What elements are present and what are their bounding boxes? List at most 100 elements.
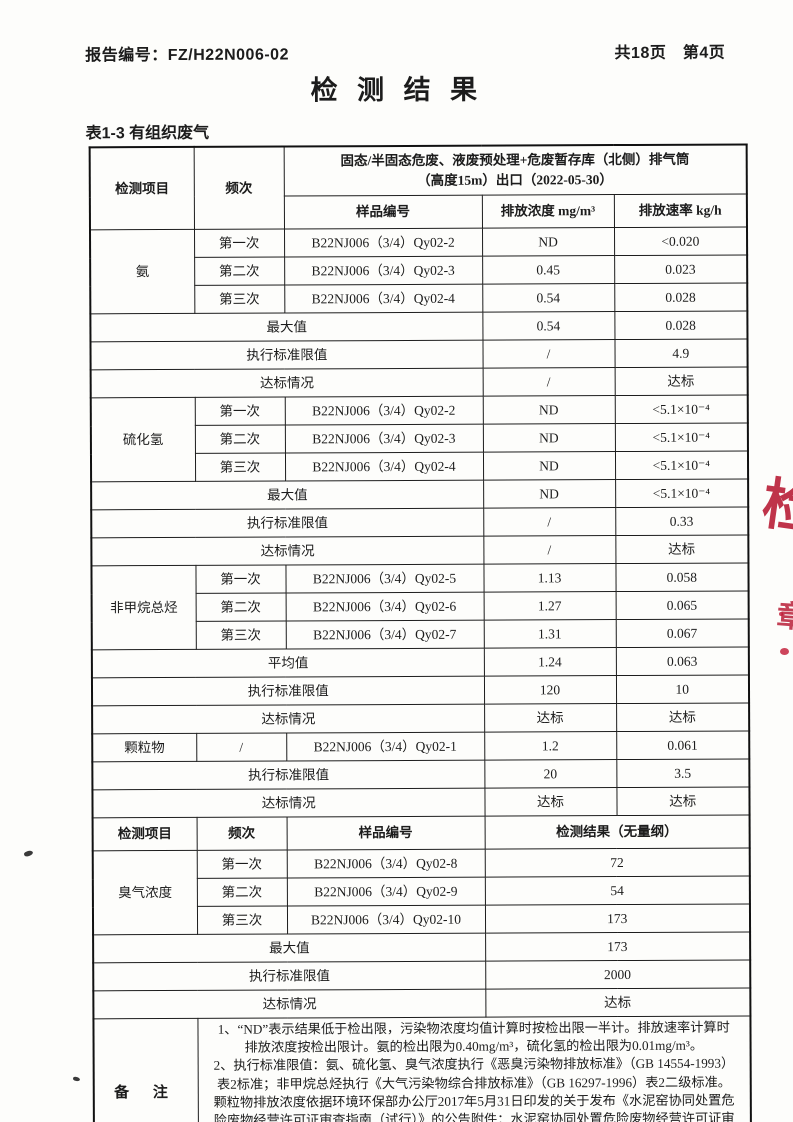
summary-row-status: 达标情况 达标 达标 [92, 786, 750, 818]
sample-cell: B22NJ006（3/4）Qy02-4 [284, 452, 484, 481]
freq-cell: 第一次 [193, 228, 285, 258]
summary-label: 达标情况 [92, 704, 485, 734]
item-name-pm: 颗粒物 [92, 733, 197, 762]
conc-cell: 达标 [484, 787, 617, 817]
outlet-title-line2: （高度15m）出口（2022-05-30） [417, 172, 613, 188]
remark-line: 表2标准；非甲烷总烃执行《大气污染物综合排放标准》（GB 16297-1996）… [216, 1074, 731, 1092]
conc-cell: 1.2 [484, 731, 617, 761]
page-indicator: 共18页 第4页 [614, 44, 726, 63]
summary-row-limit: 执行标准限值 / 0.33 [91, 506, 749, 538]
remark-line: 2、执行标准限值：氨、硫化氢、臭气浓度执行《恶臭污染物排放标准》（GB 1455… [213, 1055, 735, 1074]
conc-cell: 1.31 [483, 619, 616, 649]
rate-cell: 0.028 [614, 282, 748, 312]
document-header: 报告编号：FZ/H22N006-02 共18页 第4页 [85, 39, 725, 66]
col-header-item-2: 检测项目 [92, 817, 197, 851]
rate-cell: <5.1×10⁻⁴ [614, 394, 748, 424]
rate-cell: <0.020 [613, 226, 748, 256]
page-title: 检 测 结 果 [310, 74, 484, 106]
table-header-row-3: 检测项目 频次 样品编号 检测结果（无量纲） [92, 814, 750, 851]
table-row: 硫化氢 第一次 B22NJ006（3/4）Qy02-2 ND <5.1×10⁻⁴ [90, 394, 748, 482]
freq-cell: / [196, 732, 287, 762]
freq-cell: 第一次 [195, 564, 286, 594]
col-header-conc: 排放浓度 mg/m³ [481, 194, 614, 229]
col-header-rate: 排放速率 kg/h [613, 193, 747, 228]
sample-cell: B22NJ006（3/4）Qy02-3 [284, 256, 483, 285]
summary-label: 达标情况 [91, 536, 484, 566]
summary-row-status: 达标情况 / 达标 [91, 534, 749, 566]
red-stamp-fragment-icon: 检 [758, 473, 793, 543]
rate-cell: 0.061 [616, 730, 750, 760]
summary-label: 执行标准限值 [91, 676, 485, 706]
rate-cell: 4.9 [614, 338, 748, 368]
rate-cell: 0.058 [615, 562, 749, 592]
rate-cell: <5.1×10⁻⁴ [614, 422, 748, 452]
summary-label: 平均值 [91, 648, 484, 678]
item-name-ammonia: 氨 [89, 229, 195, 314]
outlet-title-line1: 固态/半固态危废、液废预处理+危废暂存库（北侧）排气筒 [340, 151, 690, 168]
table-row: 颗粒物 / B22NJ006（3/4）Qy02-1 1.2 0.061 [92, 730, 750, 762]
sample-cell: B22NJ006（3/4）Qy02-7 [285, 620, 484, 649]
rate-cell: 达标 [614, 366, 748, 396]
summary-row-limit: 执行标准限值 20 3.5 [92, 758, 750, 790]
sample-cell: B22NJ006（3/4）Qy02-5 [285, 564, 484, 593]
remarks-label: 备 注 [93, 1018, 199, 1122]
item-name-nmhc: 非甲烷总烃 [91, 565, 196, 650]
col-header-result: 检测结果（无量纲） [484, 814, 750, 850]
conc-cell: ND [481, 227, 615, 257]
freq-cell: 第三次 [195, 620, 286, 650]
summary-row-limit: 执行标准限值 2000 [93, 959, 751, 991]
sample-cell: B22NJ006（3/4）Qy02-6 [285, 592, 484, 621]
conc-cell: 1.13 [483, 563, 616, 593]
table-row: 非甲烷总烃 第一次 B22NJ006（3/4）Qy02-5 1.13 0.058 [91, 562, 749, 650]
scan-speck [72, 1076, 81, 1082]
conc-cell: 20 [484, 759, 617, 789]
sample-cell: B22NJ006（3/4）Qy02-2 [284, 396, 483, 425]
rate-cell: 达标 [616, 702, 750, 732]
summary-label: 最大值 [93, 933, 486, 963]
summary-row-max: 最大值 0.54 0.028 [90, 310, 748, 342]
conc-cell: ND [483, 479, 616, 509]
rate-cell: 0.33 [615, 506, 749, 536]
conc-cell: ND [482, 451, 616, 481]
freq-cell: 第三次 [194, 284, 285, 314]
sample-cell: B22NJ006（3/4）Qy02-3 [284, 424, 483, 453]
freq-cell: 第一次 [196, 849, 287, 879]
outlet-title: 固态/半固态危废、液废预处理+危废暂存库（北侧）排气筒 （高度15m）出口（20… [283, 144, 747, 196]
rate-cell: 0.063 [615, 646, 749, 676]
report-number: 报告编号：FZ/H22N006-02 [85, 46, 290, 65]
freq-cell: 第二次 [195, 592, 286, 622]
conc-cell: / [482, 367, 615, 397]
summary-row-status: 达标情况 / 达标 [90, 366, 748, 398]
rate-cell: 3.5 [616, 758, 750, 788]
results-table: 检测项目 频次 固态/半固态危废、液废预处理+危废暂存库（北侧）排气筒 （高度1… [88, 143, 753, 1122]
item-name-odor: 臭气浓度 [92, 850, 198, 935]
rate-cell: 0.028 [614, 310, 748, 340]
result-cell: 173 [485, 931, 751, 962]
remark-line: 排放浓度按检出限计。氨的检出限为0.40mg/m³，硫化氢的检出限为0.01mg… [244, 1037, 704, 1055]
red-stamp-dot-icon [780, 648, 789, 655]
remark-line: 险废物经营许可证审查指南（试行）》的公告附件：水泥窑协同处置危险废物经营许可证审 [213, 1110, 735, 1122]
result-cell: 达标 [485, 987, 751, 1018]
col-header-freq: 频次 [193, 146, 284, 230]
rate-cell: 0.023 [614, 254, 748, 284]
conc-cell: 1.24 [483, 647, 616, 677]
col-header-sample: 样品编号 [283, 195, 482, 229]
conc-cell: 120 [483, 675, 617, 705]
rate-cell: 0.065 [615, 590, 749, 620]
summary-label: 达标情况 [90, 368, 483, 398]
freq-cell: 第三次 [196, 905, 288, 935]
freq-cell: 第二次 [194, 256, 285, 286]
sample-cell: B22NJ006（3/4）Qy02-9 [286, 877, 485, 906]
summary-row-max: 最大值 ND <5.1×10⁻⁴ [91, 478, 749, 510]
remark-line: 1、“ND”表示结果低于检出限，污染物浓度均值计算时按检出限一半计。排放速率计算… [217, 1019, 730, 1037]
result-cell: 72 [484, 847, 750, 878]
result-cell: 54 [484, 875, 750, 906]
sample-cell: B22NJ006（3/4）Qy02-8 [286, 849, 485, 878]
col-header-freq-2: 频次 [196, 816, 287, 851]
sample-cell: B22NJ006（3/4）Qy02-2 [283, 228, 483, 257]
rate-cell: 达标 [616, 786, 750, 816]
summary-label: 最大值 [91, 480, 484, 510]
summary-label: 执行标准限值 [91, 508, 484, 538]
summary-label: 达标情况 [93, 989, 486, 1019]
